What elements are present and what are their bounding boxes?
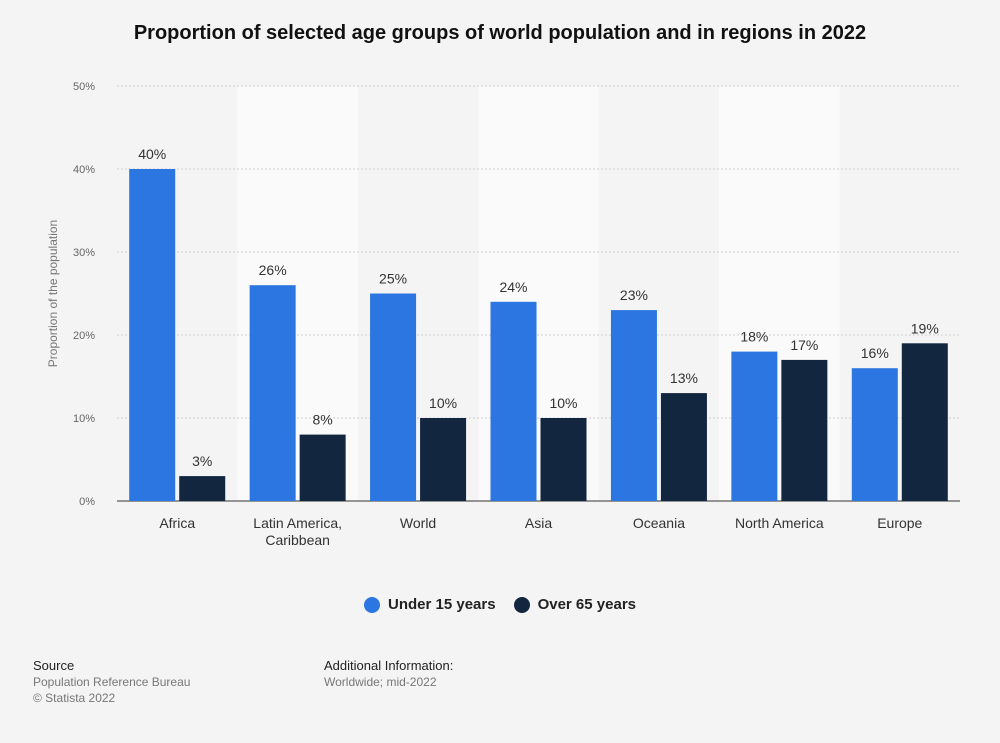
y-tick-label: 30%	[73, 247, 95, 259]
info-heading: Additional Information:	[324, 658, 454, 673]
bar-over65	[901, 343, 948, 501]
category-label: Asia	[525, 515, 552, 531]
y-tick-label: 20%	[73, 330, 95, 342]
bar-chart: 0% 10% 20% 30% 40% 50% Proportion of the popul…	[46, 81, 960, 548]
data-label: 17%	[790, 337, 818, 353]
legend-label-under15: Under 15 years	[388, 596, 496, 613]
bar-under15	[851, 368, 898, 501]
data-label: 13%	[670, 370, 698, 386]
legend-label-over65: Over 65 years	[537, 596, 636, 613]
bar-under15	[249, 285, 296, 501]
category-label: Europe	[877, 515, 922, 531]
bar-over65	[781, 359, 828, 501]
bar-under15	[610, 310, 657, 501]
data-label: 3%	[192, 453, 212, 469]
data-label: 10%	[549, 395, 577, 411]
category-label: North America	[735, 515, 824, 531]
data-label: 23%	[620, 287, 648, 303]
legend: Under 15 years Over 65 years	[0, 596, 1000, 613]
additional-info-block: Additional Information: Worldwide; mid-2…	[324, 658, 453, 690]
category-label: Oceania	[633, 515, 685, 531]
y-tick-label: 40%	[73, 164, 95, 176]
source-text: Population Reference Bureau	[33, 675, 191, 689]
bar-under15	[490, 301, 537, 501]
data-label: 26%	[259, 262, 287, 278]
data-label: 16%	[861, 345, 889, 361]
bar-over65	[660, 393, 707, 501]
bar-over65	[179, 476, 226, 501]
bar-over65	[540, 418, 587, 501]
bar-over65	[299, 434, 346, 501]
y-axis-title: Proportion of the population	[46, 220, 60, 367]
y-tick-label: 10%	[73, 413, 95, 425]
legend-item-over65[interactable]: Over 65 years	[513, 596, 636, 613]
source-block: Source Population Reference Bureau © Sta…	[33, 658, 190, 706]
data-label: 10%	[429, 395, 457, 411]
y-tick-label: 0%	[79, 496, 95, 508]
bar-over65	[420, 418, 467, 501]
category-label: Africa	[159, 515, 195, 531]
data-label: 24%	[499, 279, 527, 295]
data-label: 18%	[740, 329, 768, 345]
category-label: Latin America,	[253, 515, 342, 531]
bar-under15	[370, 293, 417, 501]
y-tick-label: 50%	[73, 81, 95, 93]
category-label: World	[400, 515, 436, 531]
category-label: Caribbean	[265, 532, 330, 548]
bar-under15	[129, 169, 176, 501]
data-label: 40%	[138, 146, 166, 162]
bar-under15	[731, 351, 778, 501]
legend-item-under15[interactable]: Under 15 years	[364, 596, 496, 613]
data-label: 8%	[313, 412, 333, 428]
data-label: 25%	[379, 271, 407, 287]
info-text: Worldwide; mid-2022	[324, 675, 437, 689]
chart-title: Proportion of selected age groups of wor…	[133, 22, 867, 44]
legend-marker-over65	[513, 596, 530, 613]
source-heading: Source	[33, 658, 75, 673]
data-label: 19%	[911, 320, 939, 336]
legend-marker-under15	[364, 596, 380, 613]
copyright-text: © Statista 2022	[33, 691, 116, 705]
